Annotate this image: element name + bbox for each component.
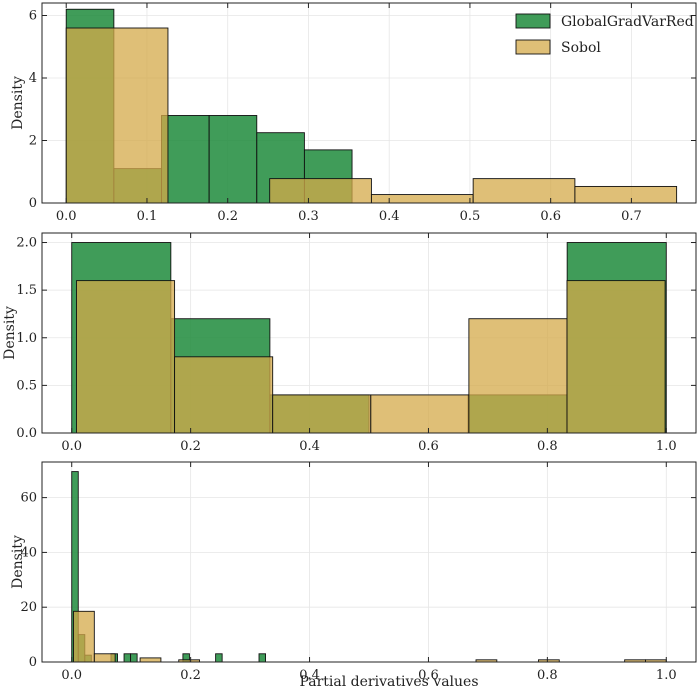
bar-globalgradvarred-3 [161,115,210,204]
y-tick-label: 0.5 [16,378,37,393]
y-tick-label: 40 [20,545,37,560]
x-tick-label: 0.4 [299,668,320,683]
x-tick-label: 0.0 [56,209,77,224]
bar-sobol-4 [370,194,474,204]
bar-sobol-3 [139,657,162,663]
x-tick-label: 0.4 [379,209,400,224]
bar-sobol-3 [269,178,372,204]
bar-globalgradvarred-4 [208,115,258,204]
legend-swatch-2 [515,39,551,55]
bar-sobol-4 [370,394,470,434]
y-axis-label: Density [10,76,26,130]
bar-sobol-1 [65,27,169,204]
y-tick-label: 60 [20,491,37,506]
legend: GlobalGradVarRed Sobol [515,13,694,56]
bar-sobol-2 [174,356,274,434]
x-tick-label: 0.0 [61,668,82,683]
y-axis-label: Density [10,535,26,589]
x-tick-label: 0.7 [621,209,642,224]
chart-panel-1: 0.0 0.1 0.2 0.3 0.4 0.5 0.6 0.7 0 2 4 6 Density Globa… [10,2,697,224]
bar-sobol-1 [73,610,95,663]
x-tick-label: 0.6 [418,668,439,683]
bar-sobol-1 [76,280,176,434]
y-axis-label: Density [2,306,18,360]
y-tick-label: 0 [29,196,37,211]
y-tick-label: 0.0 [16,426,37,441]
y-tick-label: 1.0 [16,331,37,346]
x-tick-label: 0.2 [180,668,201,683]
x-tick-label: 1.0 [656,439,677,454]
y-tick-label: 1.5 [16,283,37,298]
legend-label-1: GlobalGradVarRed [561,14,694,30]
legend-swatch-1 [515,13,551,29]
bar-sobol-6 [574,185,678,204]
x-tick-label: 0.8 [537,439,558,454]
chart-panel-2: 0.0 0.2 0.4 0.6 0.8 1.0 0.0 0.5 1.0 1.5 2.0 Density [2,232,697,454]
y-tick-label: 2 [29,134,37,149]
x-tick-label: 0.6 [418,439,439,454]
bar-globalgradvarred-6 [130,653,138,663]
bar-globalgradvarred-9 [258,653,266,663]
x-tick-label: 0.2 [180,439,201,454]
x-tick-label: 0.3 [298,209,319,224]
y-tick-label: 2.0 [16,236,37,251]
x-tick-label: 0.2 [217,209,238,224]
y-tick-label: 20 [20,600,37,615]
axes-frame [41,232,697,434]
axes-frame [41,2,697,204]
x-tick-label: 0.6 [540,209,561,224]
x-axis-label: Partial derivatives values [299,674,478,689]
chart-panel-3: 0.0 0.2 0.4 0.6 0.8 1.0 0 20 40 60 Density Partial … [10,461,697,689]
bar-sobol-3 [272,394,372,434]
bar-globalgradvarred-5 [123,653,132,663]
y-tick-label: 0 [29,655,37,670]
bar-sobol-2 [93,653,116,663]
bar-sobol-5 [468,318,568,434]
x-tick-label: 0.1 [137,209,158,224]
bar-globalgradvarred-8 [215,653,223,663]
bar-sobol-6 [566,280,666,434]
legend-label-2: Sobol [561,40,601,56]
y-tick-label: 4 [29,71,37,86]
x-tick-label: 0.4 [299,439,320,454]
x-tick-label: 1.0 [656,668,677,683]
x-tick-label: 0.5 [460,209,481,224]
x-tick-label: 0.8 [537,668,558,683]
y-tick-label: 6 [29,9,37,24]
bar-sobol-5 [472,178,576,204]
axes-frame [41,461,697,663]
x-tick-label: 0.0 [61,439,82,454]
